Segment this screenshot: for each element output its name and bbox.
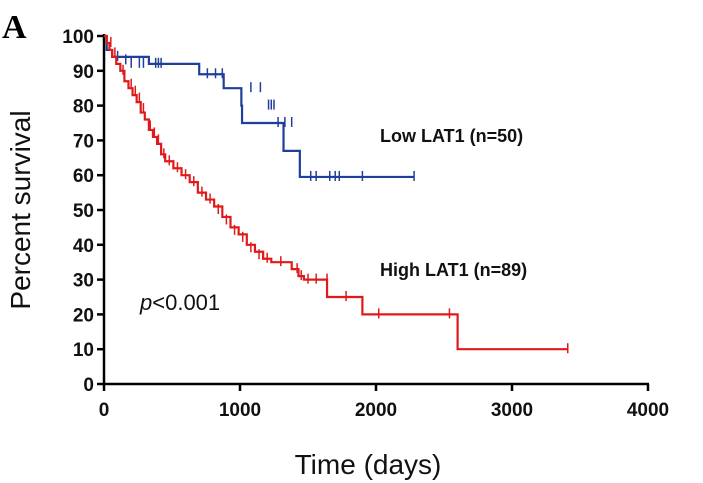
x-tick-label: 3000 xyxy=(491,400,533,421)
x-tick-label: 4000 xyxy=(627,400,669,421)
p-value-annotation: p<0.001 xyxy=(139,290,220,315)
y-axis-label: Percent survival xyxy=(5,110,36,309)
legend-high-lat1: High LAT1 (n=89) xyxy=(380,260,527,280)
y-tick-label: 60 xyxy=(73,166,94,187)
y-tick-label: 50 xyxy=(73,201,94,222)
series-high-lat1 xyxy=(104,34,569,354)
panel-label: A xyxy=(2,9,27,46)
x-tick-label: 2000 xyxy=(355,400,397,421)
p-symbol: p xyxy=(139,290,152,315)
y-tick-label: 40 xyxy=(73,236,94,257)
y-tick-label: 0 xyxy=(83,375,94,396)
y-tick-label: 30 xyxy=(73,271,94,292)
series-low-lat1 xyxy=(104,34,415,181)
y-tick-label: 20 xyxy=(73,305,94,326)
survival-curve xyxy=(104,34,568,351)
curves xyxy=(104,34,569,354)
y-tick-label: 80 xyxy=(73,97,94,118)
y-tick-label: 100 xyxy=(62,27,94,48)
y-tick-label: 70 xyxy=(73,131,94,152)
x-tick-label: 1000 xyxy=(219,400,261,421)
p-value: <0.001 xyxy=(152,290,220,315)
x-tick-label: 0 xyxy=(99,400,110,421)
legend-low-lat1: Low LAT1 (n=50) xyxy=(380,126,523,146)
y-tick-label: 10 xyxy=(73,340,94,361)
y-tick-label: 90 xyxy=(73,62,94,83)
survival-curve xyxy=(104,34,415,179)
x-axis-label: Time (days) xyxy=(295,449,442,480)
